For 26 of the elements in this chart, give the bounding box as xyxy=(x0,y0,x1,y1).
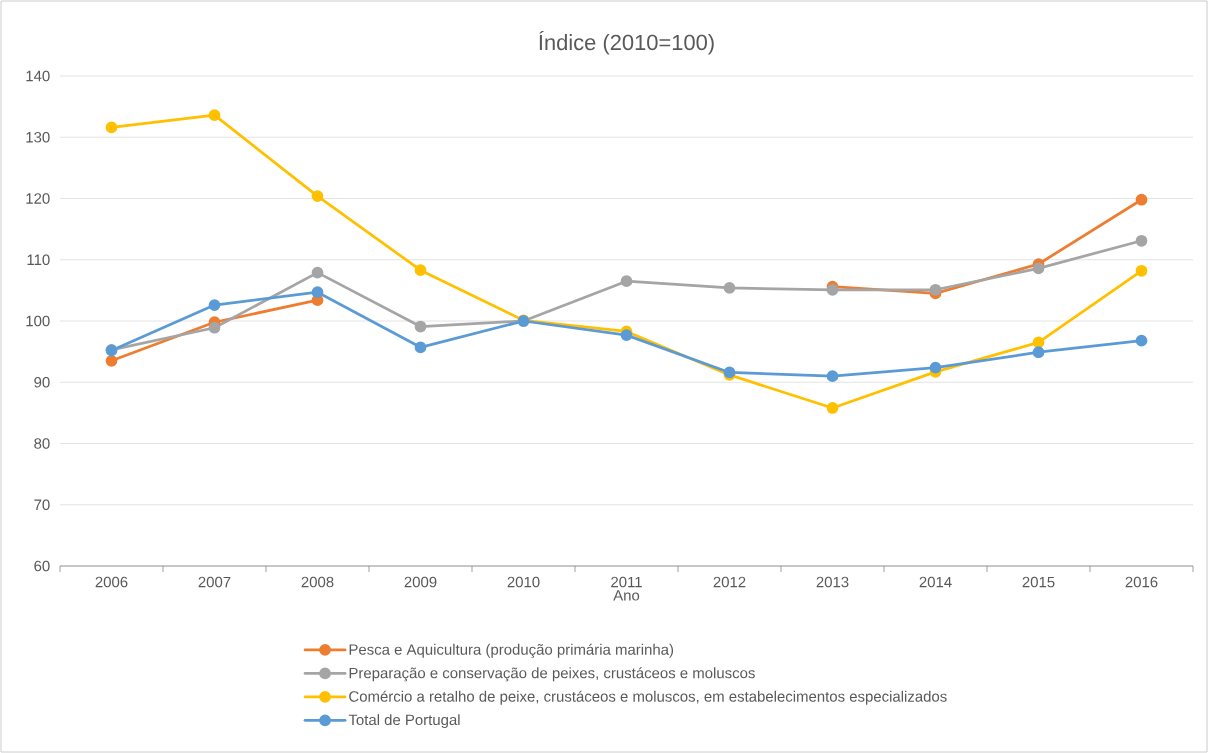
x-tick-label: 2011 xyxy=(611,576,642,588)
x-tick-label: 2012 xyxy=(713,576,746,588)
x-tick-label: 2013 xyxy=(816,576,849,588)
y-tick-label: 80 xyxy=(34,438,50,449)
legend-label: Comércio a retalho de peixe, crustáceos e moluscos, em estabelecimentos especializados xyxy=(349,690,947,705)
x-tick-label: 2014 xyxy=(919,576,952,588)
y-tick-label: 70 xyxy=(34,499,50,511)
y-tick-label: 90 xyxy=(34,376,50,388)
x-tick-label: 2010 xyxy=(507,576,540,588)
x-tick-label: 2008 xyxy=(301,576,334,588)
x-tick-label: 2016 xyxy=(1125,576,1158,588)
legend-label: Total de Portugal xyxy=(348,714,460,729)
chart-title: Índice (2010=100) xyxy=(539,30,714,55)
y-tick-label: 120 xyxy=(26,193,50,204)
y-tick-label: 100 xyxy=(26,315,50,327)
y-tick-label: 60 xyxy=(34,560,50,572)
x-tick-label: 2015 xyxy=(1022,576,1055,588)
x-tick-label: 2006 xyxy=(95,576,128,588)
y-tick-label: 140 xyxy=(26,70,50,82)
y-tick-label: 130 xyxy=(26,131,50,143)
x-tick-label: 2009 xyxy=(404,576,437,588)
y-tick-label: 110 xyxy=(27,254,50,266)
legend-label: Preparação e conservação de peixes, crustáceos e moluscos xyxy=(349,667,755,682)
x-tick-label: 2007 xyxy=(198,576,231,588)
x-axis-title: Ano xyxy=(613,590,640,601)
legend-label: Pesca e Aquicultura (produção primária marinha) xyxy=(349,643,674,658)
